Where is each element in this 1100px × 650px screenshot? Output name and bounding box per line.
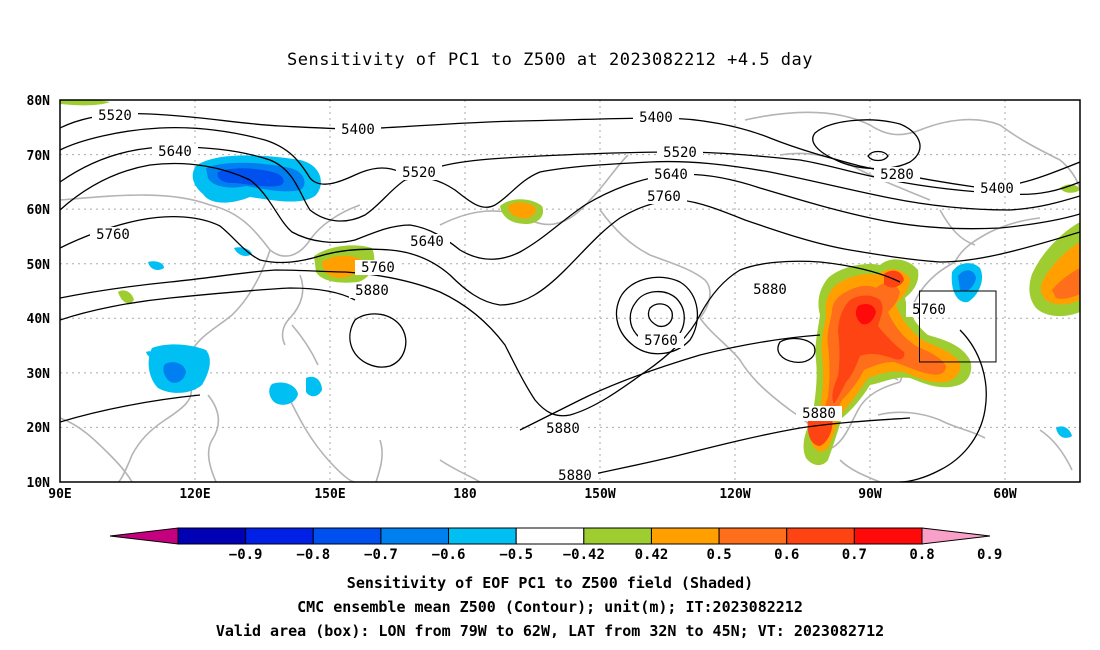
lon-label: 90W bbox=[858, 487, 882, 502]
colorbar: −0.9 −0.8 −0.7 −0.6 −0.5 −0.42 0.42 0.5 0.6 0.7 0.… bbox=[109, 527, 1002, 563]
colorbar-label: 0.42 bbox=[635, 547, 669, 563]
map-title: Sensitivity of PC1 to Z500 at 2023082212… bbox=[286, 50, 813, 70]
colorbar-box bbox=[650, 527, 720, 545]
colorbar-box bbox=[515, 527, 585, 545]
lat-label: 40N bbox=[27, 312, 51, 327]
sensitivity-shading bbox=[60, 100, 1080, 466]
lat-label: 20N bbox=[27, 421, 51, 436]
positive-shading-north-america bbox=[803, 259, 972, 466]
lon-label: 90E bbox=[48, 487, 71, 502]
colorbar-label: −0.6 bbox=[432, 547, 466, 563]
contour-label: 5880 bbox=[540, 421, 586, 437]
negative-shading-nw-pacific bbox=[146, 155, 1072, 438]
svg-text:5640: 5640 bbox=[654, 167, 688, 183]
caption-line-3: Valid area (box): LON from 79W to 62W, L… bbox=[215, 622, 885, 640]
lon-label: 150E bbox=[314, 487, 345, 502]
colorbar-box bbox=[177, 527, 247, 545]
contour-label: 5880 bbox=[349, 283, 395, 299]
colorbar-high-triangle bbox=[921, 527, 991, 545]
height-contours bbox=[60, 112, 1080, 482]
lat-label: 60N bbox=[27, 203, 51, 218]
svg-text:5760: 5760 bbox=[644, 333, 678, 349]
svg-text:5880: 5880 bbox=[802, 406, 836, 422]
contour-label: 5880 bbox=[796, 406, 842, 422]
svg-text:5520: 5520 bbox=[402, 165, 436, 181]
lat-label: 50N bbox=[27, 258, 51, 273]
svg-text:5400: 5400 bbox=[341, 122, 375, 138]
colorbar-label: −0.5 bbox=[499, 547, 533, 563]
lon-label: 180 bbox=[453, 487, 477, 502]
lon-label: 150W bbox=[584, 487, 615, 502]
svg-text:5520: 5520 bbox=[663, 145, 697, 161]
contour-label: 5760 bbox=[906, 302, 952, 318]
map-frame bbox=[59, 99, 1081, 483]
colorbar-label: 0.8 bbox=[909, 547, 934, 563]
colorbar-box bbox=[380, 527, 450, 545]
colorbar-label: −0.42 bbox=[563, 547, 605, 563]
colorbar-box bbox=[448, 527, 517, 545]
colorbar-low-triangle bbox=[109, 527, 179, 545]
lon-label: 60W bbox=[993, 487, 1017, 502]
longitude-labels: 90E 120E 150E 180 150W 120W 90W 60W bbox=[48, 487, 1017, 502]
svg-text:5640: 5640 bbox=[158, 144, 192, 160]
contour-label: 5400 bbox=[974, 181, 1020, 197]
contour-label-layer: 5520 5400 5640 5520 5400 5520 5640 5280 … bbox=[90, 108, 1020, 484]
colorbar-box bbox=[786, 527, 855, 545]
contour-label: 5640 bbox=[152, 144, 198, 160]
lon-label: 120W bbox=[719, 487, 750, 502]
svg-text:5760: 5760 bbox=[912, 302, 946, 318]
colorbar-label: 0.5 bbox=[706, 547, 731, 563]
lat-label: 10N bbox=[27, 476, 51, 491]
contour-label: 5640 bbox=[404, 234, 450, 250]
coastlines bbox=[60, 111, 1080, 482]
svg-text:5760: 5760 bbox=[361, 260, 395, 276]
contour-label: 5400 bbox=[335, 122, 381, 138]
contour-label: 5880 bbox=[552, 468, 598, 484]
colorbar-label: −0.8 bbox=[296, 547, 330, 563]
caption-line-1: Sensitivity of EOF PC1 to Z500 field (Sh… bbox=[346, 574, 754, 592]
colorbar-label: 0.9 bbox=[977, 547, 1002, 563]
svg-text:5880: 5880 bbox=[558, 468, 592, 484]
svg-text:5880: 5880 bbox=[546, 421, 580, 437]
colorbar-box bbox=[312, 527, 382, 545]
contour-label: 5760 bbox=[638, 333, 684, 349]
contour-label: 5280 bbox=[874, 167, 920, 183]
colorbar-box bbox=[245, 527, 314, 545]
colorbar-label: −0.9 bbox=[229, 547, 263, 563]
contour-label: 5640 bbox=[648, 167, 694, 183]
lat-label: 30N bbox=[27, 367, 51, 382]
svg-text:5640: 5640 bbox=[410, 234, 444, 250]
contour-label: 5520 bbox=[92, 108, 138, 124]
lon-label: 120E bbox=[179, 487, 210, 502]
contour-label: 5760 bbox=[355, 260, 401, 276]
svg-text:5280: 5280 bbox=[880, 167, 914, 183]
contour-label: 5760 bbox=[90, 227, 136, 243]
svg-text:5760: 5760 bbox=[96, 227, 130, 243]
negative-shading-atlantic bbox=[951, 263, 983, 303]
latitude-labels: 80N 70N 60N 50N 40N 30N 20N 10N bbox=[27, 94, 51, 491]
caption-line-2: CMC ensemble mean Z500 (Contour); unit(m… bbox=[297, 598, 803, 616]
colorbar-label: 0.6 bbox=[774, 547, 799, 563]
svg-text:5400: 5400 bbox=[639, 110, 673, 126]
svg-text:5880: 5880 bbox=[753, 282, 787, 298]
contour-label: 5520 bbox=[657, 145, 703, 161]
lat-label: 70N bbox=[27, 149, 51, 164]
contour-label: 5880 bbox=[747, 282, 793, 298]
colorbar-label: 0.7 bbox=[842, 547, 867, 563]
valid-area-box bbox=[919, 290, 997, 363]
lat-label: 80N bbox=[27, 94, 51, 109]
colorbar-box bbox=[853, 527, 923, 545]
contour-label: 5520 bbox=[396, 165, 442, 181]
colorbar-box bbox=[718, 527, 788, 545]
colorbar-label: −0.7 bbox=[364, 547, 398, 563]
contour-label: 5400 bbox=[633, 110, 679, 126]
svg-text:5760: 5760 bbox=[647, 189, 681, 205]
svg-text:5880: 5880 bbox=[355, 283, 389, 299]
svg-text:5400: 5400 bbox=[980, 181, 1014, 197]
colorbar-box bbox=[583, 527, 652, 545]
contour-label: 5760 bbox=[641, 189, 687, 205]
svg-text:5520: 5520 bbox=[98, 108, 132, 124]
